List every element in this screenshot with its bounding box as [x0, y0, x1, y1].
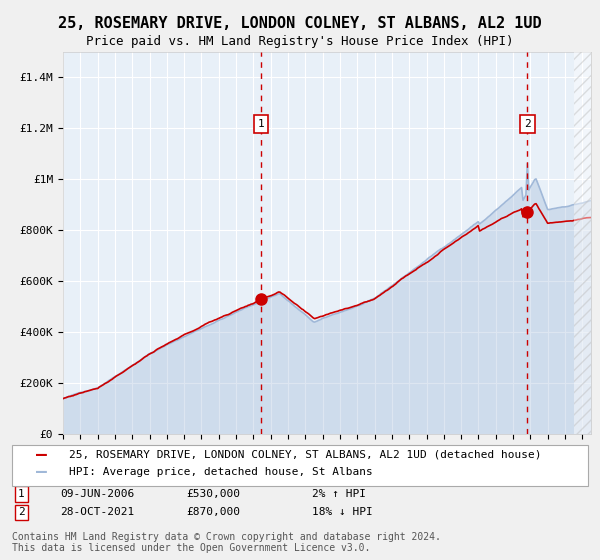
Text: 18% ↓ HPI: 18% ↓ HPI	[312, 507, 373, 517]
Text: 25, ROSEMARY DRIVE, LONDON COLNEY, ST ALBANS, AL2 1UD: 25, ROSEMARY DRIVE, LONDON COLNEY, ST AL…	[58, 16, 542, 31]
Text: 25, ROSEMARY DRIVE, LONDON COLNEY, ST ALBANS, AL2 1UD (detached house): 25, ROSEMARY DRIVE, LONDON COLNEY, ST AL…	[69, 450, 542, 460]
Text: —: —	[36, 446, 47, 464]
Text: 1: 1	[257, 119, 265, 129]
Text: 1: 1	[18, 489, 25, 499]
Text: 09-JUN-2006: 09-JUN-2006	[60, 489, 134, 499]
Text: 2: 2	[18, 507, 25, 517]
Text: —: —	[36, 463, 47, 480]
Text: £530,000: £530,000	[186, 489, 240, 499]
Text: Contains HM Land Registry data © Crown copyright and database right 2024.
This d: Contains HM Land Registry data © Crown c…	[12, 531, 441, 553]
Text: HPI: Average price, detached house, St Albans: HPI: Average price, detached house, St A…	[69, 466, 373, 477]
Text: 28-OCT-2021: 28-OCT-2021	[60, 507, 134, 517]
Text: Price paid vs. HM Land Registry's House Price Index (HPI): Price paid vs. HM Land Registry's House …	[86, 35, 514, 48]
Text: 2: 2	[524, 119, 531, 129]
Text: £870,000: £870,000	[186, 507, 240, 517]
Text: 2% ↑ HPI: 2% ↑ HPI	[312, 489, 366, 499]
